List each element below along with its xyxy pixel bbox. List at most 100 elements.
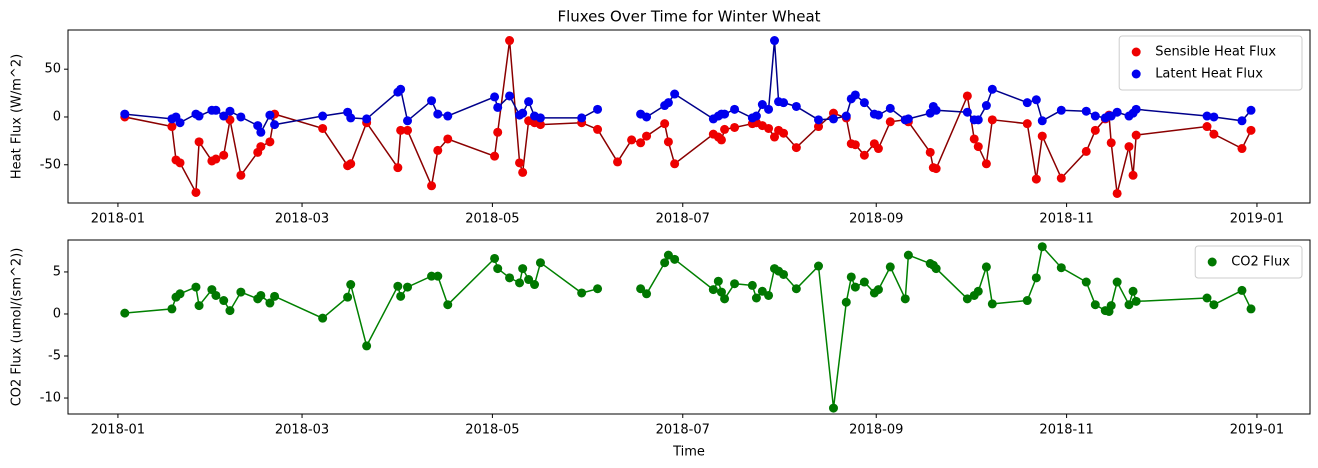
data-point <box>841 111 851 121</box>
data-point <box>969 134 979 144</box>
data-point <box>987 299 997 309</box>
data-point <box>1246 304 1256 314</box>
data-point <box>931 105 941 115</box>
data-point <box>524 275 534 285</box>
data-point <box>1056 173 1066 183</box>
data-point <box>346 280 356 290</box>
data-point <box>636 284 646 294</box>
x-tick-label: 2018-03 <box>275 212 329 227</box>
data-point <box>120 308 130 318</box>
data-point <box>191 187 201 197</box>
x-tick-label: 2019-01 <box>1230 423 1284 438</box>
data-point <box>757 100 767 110</box>
data-point <box>515 158 525 168</box>
x-tick-label: 2018-05 <box>465 212 519 227</box>
data-point <box>396 125 406 135</box>
data-point <box>1131 130 1141 140</box>
data-point <box>981 262 991 272</box>
data-point <box>167 122 177 132</box>
data-point <box>175 289 185 299</box>
data-point <box>518 167 528 177</box>
y-axis-label: CO2 Flux (umol/(sm^2)) <box>10 248 25 407</box>
data-point <box>1237 285 1247 295</box>
data-point <box>1031 174 1041 184</box>
data-point <box>973 115 983 125</box>
y-tick-label: -10 <box>40 391 61 406</box>
x-tick-label: 2018-09 <box>849 423 903 438</box>
data-point <box>167 304 177 314</box>
legend-marker <box>1131 47 1141 57</box>
data-point <box>973 286 983 296</box>
x-tick-label: 2018-11 <box>1039 423 1093 438</box>
legend-label: Sensible Heat Flux <box>1155 45 1276 60</box>
data-point <box>490 92 500 102</box>
data-point <box>253 121 263 131</box>
data-point <box>903 250 913 260</box>
data-point <box>1022 119 1032 129</box>
data-point <box>433 271 443 281</box>
data-point <box>931 264 941 274</box>
data-point <box>981 101 991 111</box>
data-point <box>846 272 856 282</box>
data-point <box>362 341 372 351</box>
data-point <box>490 151 500 161</box>
data-point <box>1124 300 1134 310</box>
data-point <box>1022 98 1032 108</box>
legend-box <box>1194 245 1303 279</box>
data-point <box>973 142 983 152</box>
data-point <box>270 120 280 130</box>
data-point <box>265 137 275 147</box>
data-point <box>1128 286 1138 296</box>
data-point <box>265 298 275 308</box>
data-point <box>764 104 774 114</box>
data-point <box>1031 273 1041 283</box>
data-point <box>256 127 266 137</box>
data-point <box>660 258 670 268</box>
data-point <box>903 114 913 124</box>
data-point <box>900 294 910 304</box>
data-point <box>346 159 356 169</box>
data-point <box>1081 106 1091 116</box>
data-point <box>219 111 229 121</box>
series-line <box>124 40 1252 196</box>
data-point <box>1022 296 1032 306</box>
data-point <box>225 306 235 316</box>
data-point <box>505 91 515 101</box>
data-point <box>393 163 403 173</box>
data-point <box>403 125 413 135</box>
data-point <box>962 107 972 117</box>
data-point <box>1106 138 1116 148</box>
data-point <box>770 36 780 46</box>
x-tick-label: 2018-01 <box>91 423 145 438</box>
data-point <box>814 115 824 125</box>
data-point <box>493 102 503 112</box>
data-point <box>636 138 646 148</box>
data-point <box>708 285 718 295</box>
x-tick-label: 2018-09 <box>849 212 903 227</box>
data-point <box>403 116 413 126</box>
data-point <box>670 89 680 99</box>
data-point <box>593 124 603 134</box>
data-point <box>1237 144 1247 154</box>
y-tick-label: 0 <box>53 109 61 124</box>
chart-title: Fluxes Over Time for Winter Wheat <box>557 8 820 26</box>
data-point <box>1112 277 1122 287</box>
data-point <box>1112 107 1122 117</box>
data-point <box>433 145 443 155</box>
data-point <box>211 154 221 164</box>
data-point <box>642 131 652 141</box>
data-point <box>730 122 740 132</box>
data-point <box>987 84 997 94</box>
data-point <box>1246 125 1256 135</box>
data-point <box>720 109 730 119</box>
data-point <box>427 271 437 281</box>
data-point <box>1031 95 1041 105</box>
legend-marker <box>1131 69 1141 79</box>
data-point <box>175 118 185 128</box>
data-point <box>343 292 353 302</box>
data-point <box>1209 300 1219 310</box>
data-point <box>236 287 246 297</box>
data-point <box>716 287 726 297</box>
data-point <box>859 150 869 160</box>
y-tick-label: -5 <box>48 349 61 364</box>
